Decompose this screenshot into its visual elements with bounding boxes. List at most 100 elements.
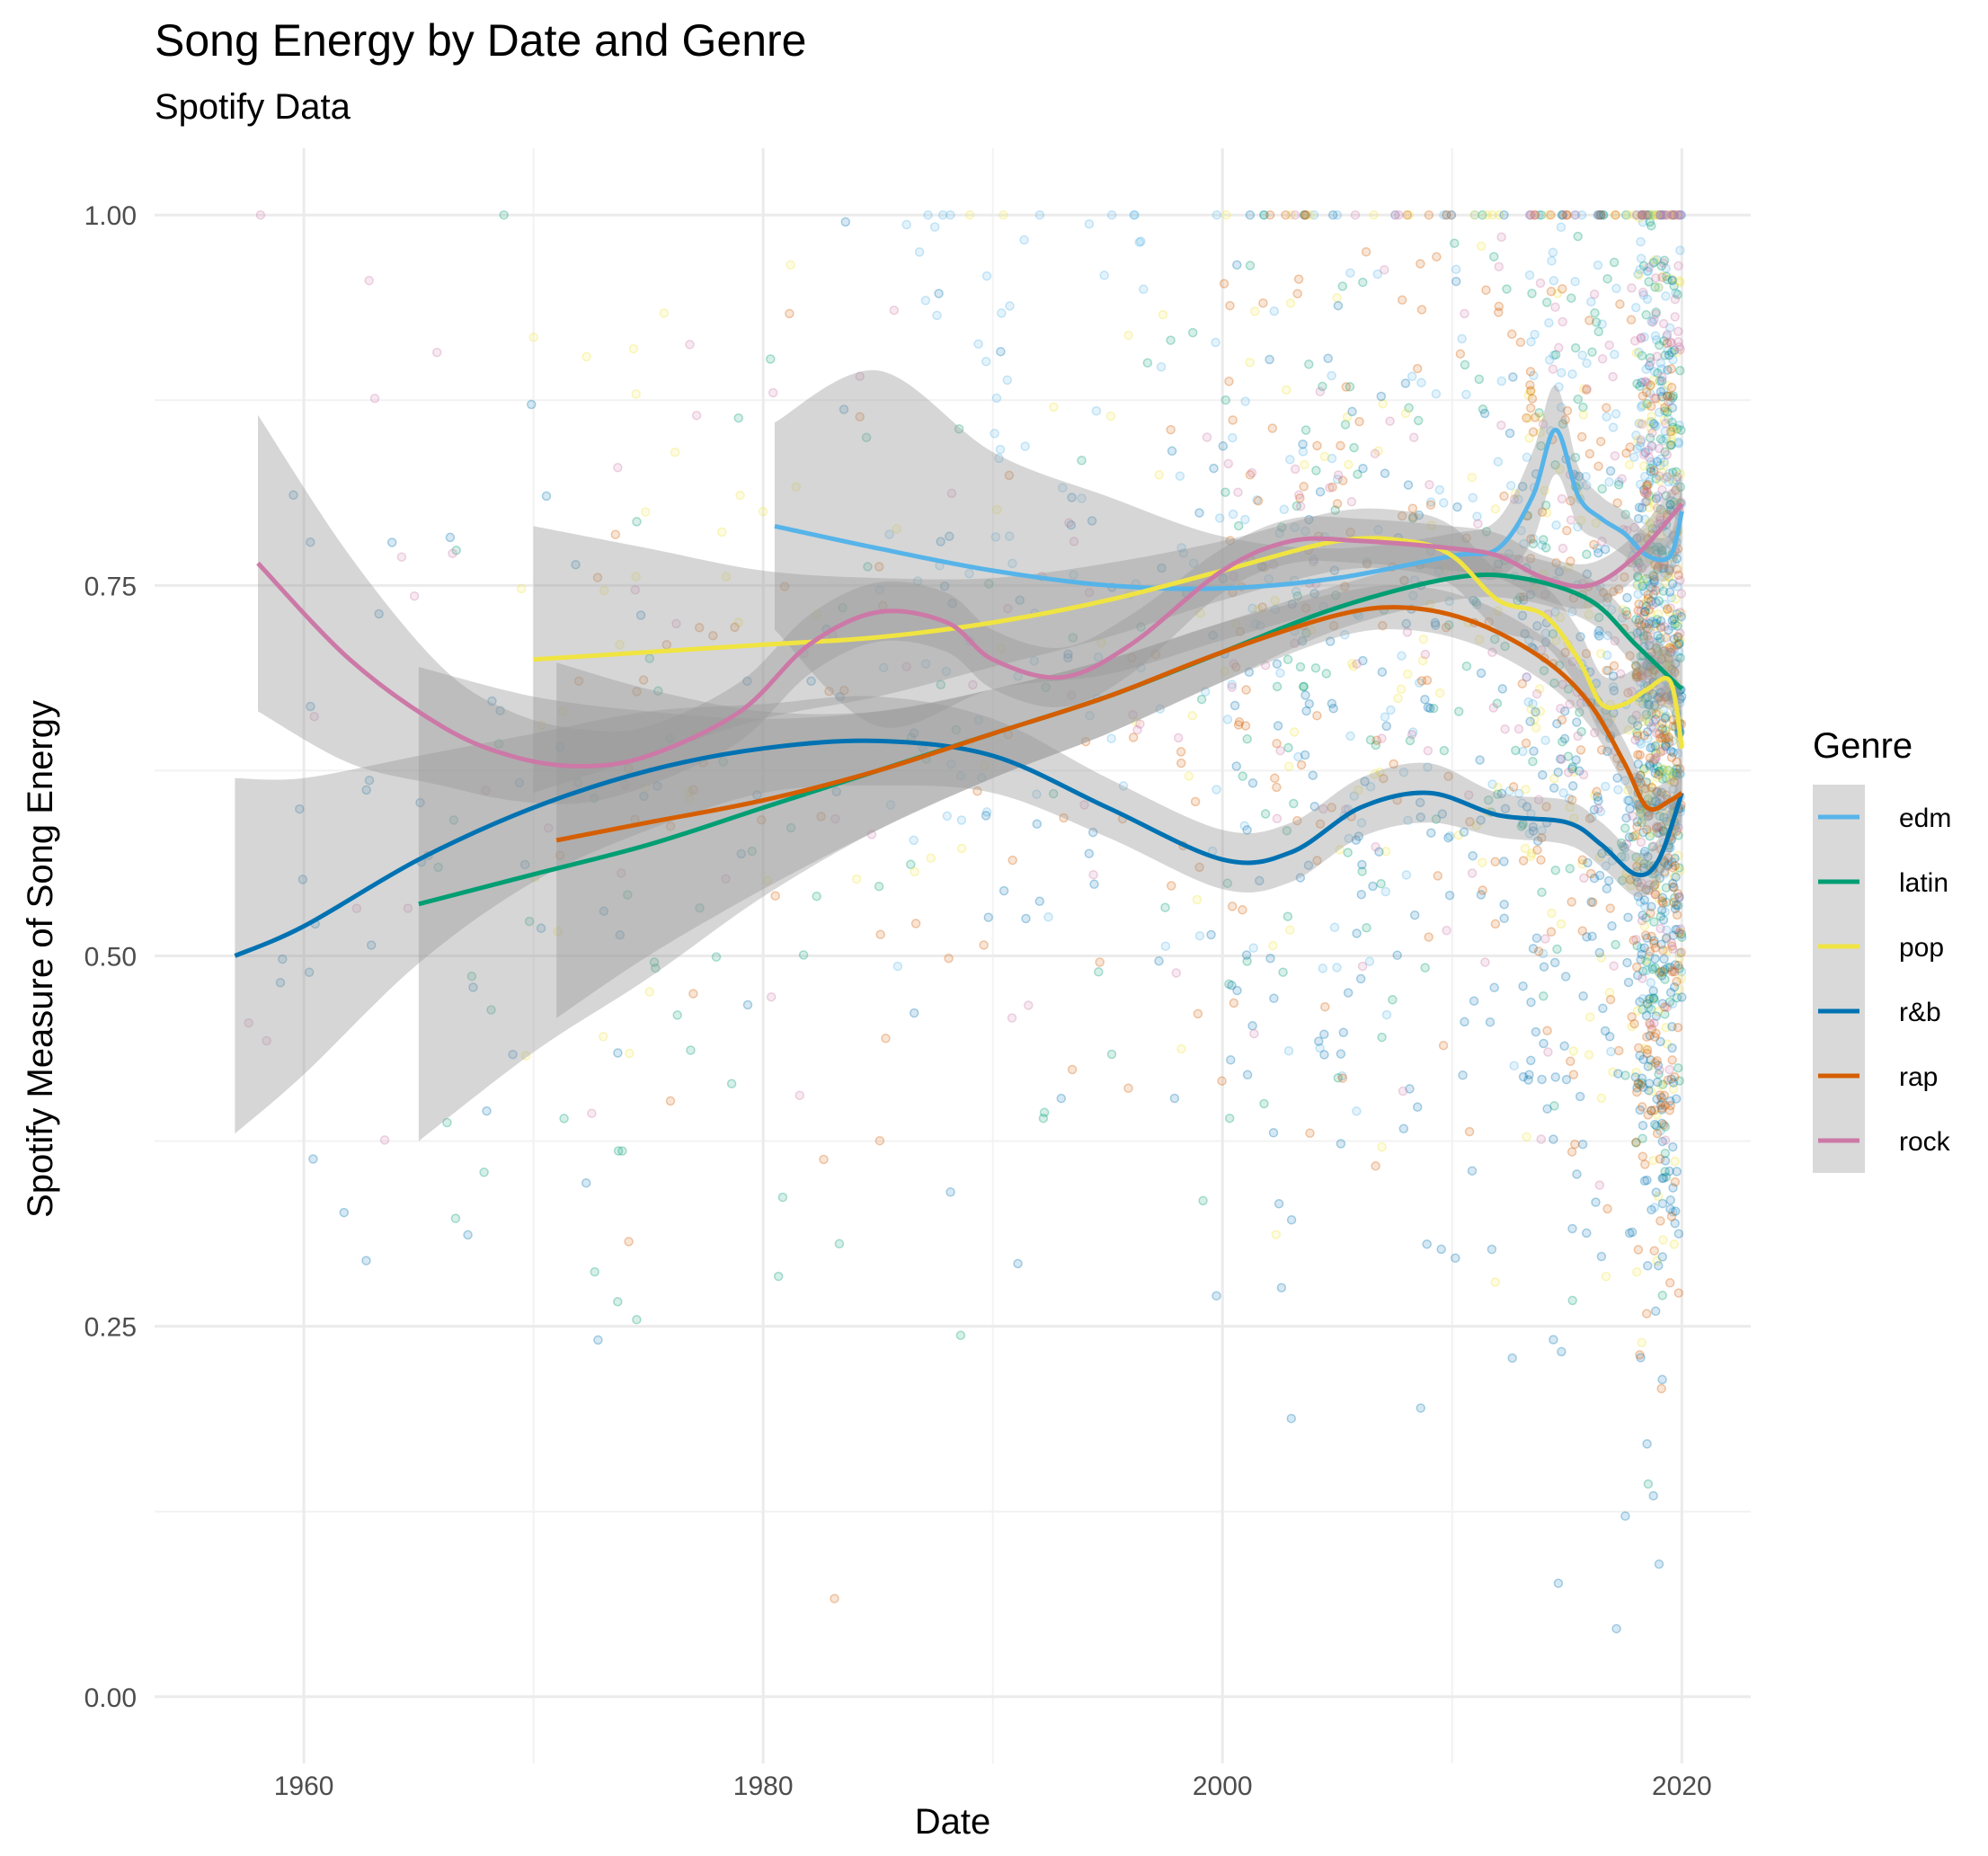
scatter-point <box>339 1207 350 1218</box>
scatter-point <box>1622 592 1632 603</box>
scatter-point <box>1666 937 1677 948</box>
scatter-point <box>1230 618 1241 629</box>
scatter-point <box>1659 336 1669 346</box>
scatter-point <box>1630 1072 1641 1082</box>
scatter-point <box>1224 979 1234 990</box>
scatter-point <box>1390 209 1400 220</box>
scatter-point <box>1647 964 1658 974</box>
scatter-point <box>1675 245 1685 255</box>
scatter-point <box>1662 332 1672 342</box>
scatter-point <box>1021 913 1031 924</box>
scatter-point <box>1637 599 1648 610</box>
scatter-point <box>1658 318 1669 329</box>
scatter-point <box>1639 847 1650 857</box>
scatter-point <box>1667 209 1677 220</box>
scatter-point <box>684 786 694 797</box>
scatter-point <box>1549 1101 1559 1111</box>
scatter-point <box>1669 345 1680 356</box>
scatter-point <box>1664 738 1674 748</box>
scatter-point <box>1295 502 1306 511</box>
scatter-point <box>1661 692 1671 703</box>
scatter-point <box>1638 631 1649 641</box>
scatter-point <box>1446 209 1457 220</box>
scatter-point <box>1628 811 1637 821</box>
scatter-point <box>1661 545 1672 555</box>
scatter-point <box>1642 661 1653 670</box>
scatter-point <box>1666 769 1677 779</box>
scatter-point <box>1551 635 1561 645</box>
scatter-point <box>1377 1141 1387 1152</box>
scatter-point <box>1578 402 1588 413</box>
scatter-point <box>1653 821 1664 832</box>
scatter-point <box>1643 598 1653 608</box>
scatter-point <box>1544 317 1554 328</box>
scatter-point <box>1567 781 1578 791</box>
scatter-point <box>819 1154 829 1165</box>
scatter-point <box>1660 868 1670 879</box>
scatter-point <box>1672 764 1682 775</box>
scatter-point <box>1611 939 1620 950</box>
scatter-point <box>1634 558 1644 568</box>
scatter-point <box>1094 967 1104 977</box>
scatter-point <box>1206 929 1216 940</box>
scatter-point <box>1595 436 1606 447</box>
scatter-point <box>1602 273 1612 284</box>
scatter-point <box>1329 922 1340 933</box>
scatter-point <box>1663 963 1673 972</box>
scatter-point <box>1296 759 1307 770</box>
scatter-point <box>1637 581 1647 591</box>
scatter-point <box>1664 1064 1674 1075</box>
scatter-point <box>1292 289 1302 299</box>
scatter-point <box>747 846 758 857</box>
scatter-point <box>1646 993 1655 1003</box>
scatter-point <box>1658 764 1668 774</box>
scatter-point <box>1675 635 1685 645</box>
scatter-point <box>1099 271 1109 280</box>
scatter-point <box>1572 717 1582 727</box>
scatter-point <box>1130 209 1140 220</box>
scatter-point <box>1602 665 1611 676</box>
scatter-point <box>1639 471 1650 482</box>
scatter-point <box>1502 284 1512 294</box>
scatter-point <box>1669 209 1680 220</box>
scatter-point <box>1670 860 1681 871</box>
scatter-point <box>1636 670 1646 680</box>
scatter-point <box>1270 595 1280 606</box>
scatter-point <box>944 954 954 964</box>
scatter-point <box>1187 710 1197 721</box>
scatter-point <box>1657 484 1667 495</box>
scatter-point <box>1655 688 1665 698</box>
scatter-point <box>1657 789 1668 799</box>
scatter-point <box>1275 745 1285 756</box>
scatter-point <box>1438 1040 1449 1051</box>
scatter-point <box>1432 252 1442 262</box>
scatter-point <box>1616 838 1627 848</box>
scatter-point <box>1638 484 1649 495</box>
scatter-point <box>1656 364 1667 374</box>
scatter-point <box>1676 928 1687 937</box>
scatter-point <box>1644 277 1654 287</box>
scatter-point <box>1655 911 1666 921</box>
scatter-point <box>1667 1043 1677 1053</box>
scatter-point <box>1660 974 1670 984</box>
scatter-point <box>984 579 994 589</box>
scatter-point <box>1305 1128 1315 1139</box>
scatter-point <box>1646 491 1656 501</box>
scatter-point <box>1590 308 1600 318</box>
scatter-point <box>1666 592 1676 603</box>
scatter-point <box>1412 1102 1423 1112</box>
scatter-point <box>308 1154 318 1164</box>
scatter-point <box>1666 644 1676 654</box>
scatter-point <box>1525 716 1535 726</box>
scatter-point <box>1656 688 1666 697</box>
scatter-point <box>1632 627 1643 638</box>
scatter-point <box>1158 309 1168 320</box>
scatter-point <box>1665 395 1675 406</box>
scatter-point <box>1665 776 1675 786</box>
scatter-point <box>1400 408 1411 419</box>
scatter-point <box>1150 649 1161 660</box>
scatter-point <box>1300 459 1309 470</box>
scatter-point <box>1293 751 1303 762</box>
scatter-point <box>1647 962 1657 972</box>
scatter-point <box>1301 706 1311 716</box>
